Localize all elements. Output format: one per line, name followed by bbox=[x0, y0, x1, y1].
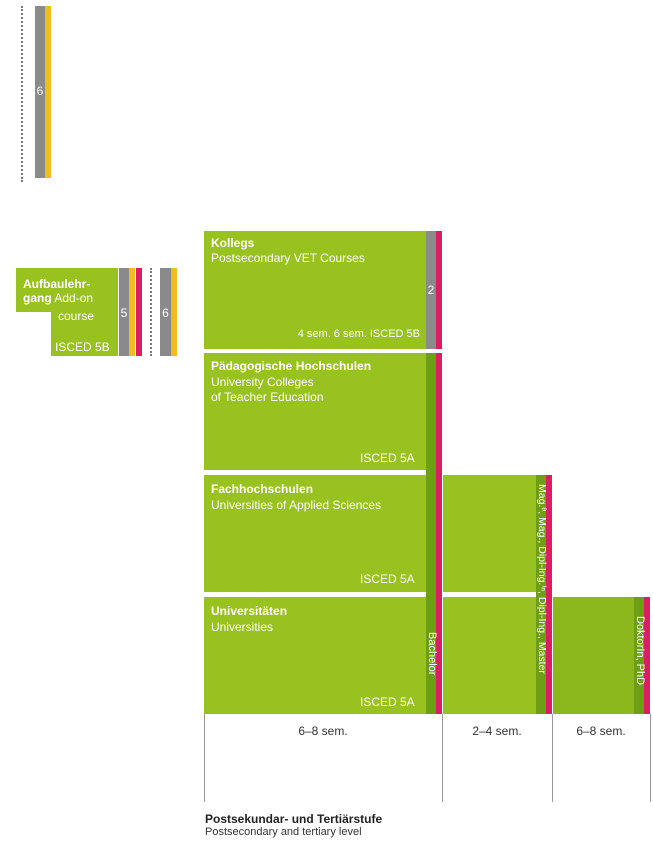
aufbaulehrgang-title-1: Aufbaulehr- bbox=[23, 277, 91, 291]
fh-subtitle: Universities of Applied Sciences bbox=[211, 498, 382, 512]
duration-master: 2–4 sem. bbox=[472, 724, 522, 738]
ph-subtitle-2: of Teacher Education bbox=[211, 390, 324, 404]
aufbaulehrgang-grey-bar bbox=[119, 268, 129, 356]
footer-title: Postsekundar- und Tertiärstufe bbox=[205, 812, 383, 826]
axis-line-4 bbox=[650, 714, 651, 802]
phd-box bbox=[553, 597, 634, 714]
footer-subtitle: Postsecondary and tertiary level bbox=[205, 826, 362, 838]
kollegs-footer: 4 sem. 6 sem. ISCED 5B bbox=[297, 328, 420, 340]
uni-isced: ISCED 5A bbox=[360, 695, 415, 709]
fh-title: Fachhochschulen bbox=[211, 482, 314, 496]
fh-isced: ISCED 5A bbox=[360, 572, 415, 586]
master-label: Mag.ª, Mag., Dipl-Ing.ⁱⁿ, Dipl-Ing., Mas… bbox=[536, 484, 548, 674]
kollegs-pink-bar bbox=[436, 231, 442, 349]
bachelor-bar bbox=[426, 353, 436, 714]
aufbaulehrgang-box-bottom bbox=[51, 310, 118, 356]
phd-bar bbox=[634, 597, 644, 714]
aufbaulehrgang-title-row: gang Add-on bbox=[23, 291, 93, 305]
phd-label: DoktorIn, PhD bbox=[634, 616, 646, 686]
side-bar-number: 6 bbox=[162, 306, 169, 320]
uni-title: Universitäten bbox=[211, 604, 288, 618]
ph-box bbox=[204, 353, 426, 470]
side-grey-bar bbox=[160, 268, 171, 356]
kollegs-number: 2 bbox=[427, 283, 435, 297]
ph-title: Pädagogische Hochschulen bbox=[211, 359, 372, 373]
axis-line-1 bbox=[204, 714, 205, 802]
master-box-fh bbox=[443, 475, 536, 592]
side-yellow-bar bbox=[171, 268, 177, 356]
ph-isced: ISCED 5A bbox=[360, 451, 415, 465]
dotted-line-top bbox=[21, 6, 23, 182]
ph-subtitle-1: University Colleges bbox=[211, 375, 314, 389]
aufbaulehrgang-number: 5 bbox=[120, 306, 128, 320]
uni-subtitle: Universities bbox=[211, 620, 274, 634]
kollegs-subtitle: Postsecondary VET Courses bbox=[211, 251, 365, 265]
master-box-uni bbox=[443, 597, 536, 714]
axis-line-3 bbox=[552, 714, 553, 802]
duration-bachelor: 6–8 sem. bbox=[298, 724, 348, 738]
top-yellow-bar bbox=[45, 6, 51, 178]
duration-phd: 6–8 sem. bbox=[576, 724, 626, 738]
uni-box bbox=[204, 597, 426, 714]
master-pink-bar bbox=[546, 475, 552, 714]
aufbaulehrgang-box-top bbox=[16, 268, 118, 312]
kollegs-title: Kollegs bbox=[211, 236, 255, 250]
aufbaulehrgang-title-2: gang bbox=[23, 291, 52, 305]
top-bar-number: 6 bbox=[36, 84, 44, 98]
phd-pink-bar bbox=[644, 597, 650, 714]
fh-box bbox=[204, 475, 426, 592]
axis-line-2 bbox=[442, 714, 443, 802]
master-bar bbox=[536, 475, 546, 714]
top-duration-bar bbox=[35, 6, 45, 178]
kollegs-grey-bar bbox=[426, 231, 436, 349]
aufbaulehrgang-subtitle-b: course bbox=[58, 309, 95, 323]
aufbaulehrgang-subtitle-a: Add-on bbox=[54, 291, 94, 305]
aufbaulehrgang-pink-bar bbox=[136, 268, 142, 356]
dotted-line-side bbox=[150, 268, 152, 356]
aufbaulehrgang-yellow-bar bbox=[129, 268, 135, 356]
bachelor-pink-bar bbox=[436, 353, 442, 714]
kollegs-box bbox=[204, 231, 426, 349]
aufbaulehrgang-isced: ISCED 5B bbox=[55, 340, 110, 354]
bachelor-label: Bachelor bbox=[426, 632, 438, 676]
